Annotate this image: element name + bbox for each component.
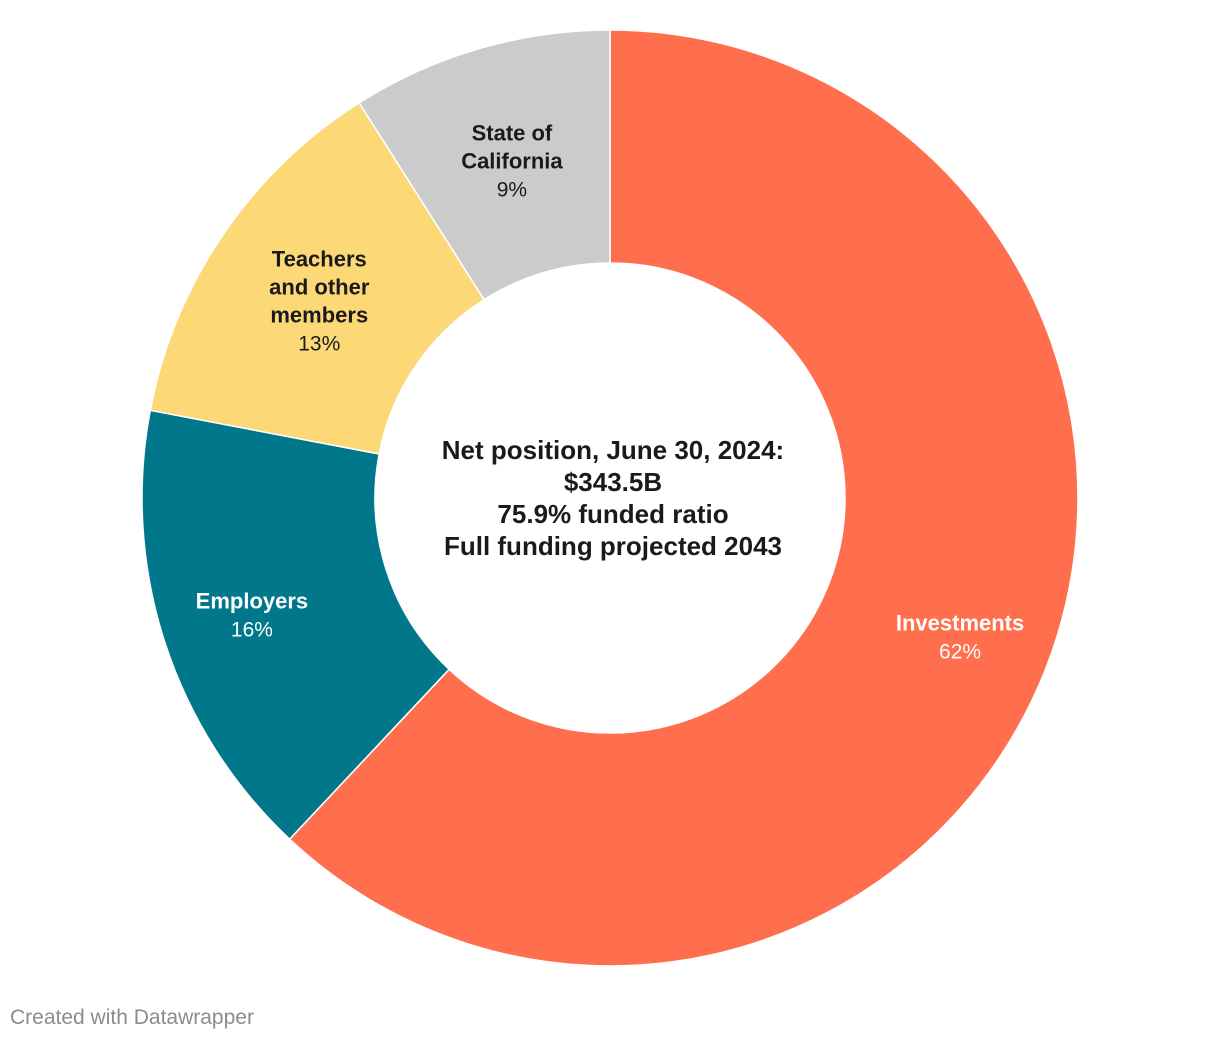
slice-state-of-california: [358, 29, 611, 301]
slices-layer: [141, 29, 1079, 967]
center-text-line: Net position, June 30, 2024:: [442, 435, 784, 465]
slice-label-name: State of: [472, 120, 553, 145]
slice-label-employers: Employers 16%: [196, 588, 309, 641]
slice-label-value: 62%: [939, 641, 981, 664]
slice-label-name: and other: [269, 274, 370, 299]
slice-label-name: California: [461, 148, 563, 173]
slice-label-name: Investments: [896, 611, 1024, 636]
center-text-line: $343.5B: [564, 467, 662, 497]
slice-investments: [288, 29, 1079, 967]
center-text-line: 75.9% funded ratio: [497, 499, 728, 529]
slice-label-name: members: [270, 302, 368, 327]
center-text-block: Net position, June 30, 2024: $343.5B 75.…: [442, 435, 784, 561]
donut-chart: Investments 62% Employers 16% Teachers and ot…: [141, 29, 1079, 967]
center-text-line: Full funding projected 2043: [444, 531, 782, 561]
footer-credit: Created with Datawrapper: [10, 1006, 254, 1029]
slice-employers: [141, 409, 451, 841]
slice-label-name: Employers: [196, 588, 309, 613]
slice-teachers-and-other-members: [149, 101, 486, 455]
slice-label-teachers-and-other-members: Teachers and other members 13%: [269, 246, 370, 355]
slice-label-name: Teachers: [272, 246, 367, 271]
slice-labels-layer: Investments 62% Employers 16% Teachers and ot…: [196, 120, 1025, 663]
slice-label-value: 16%: [231, 618, 273, 641]
slice-label-value: 13%: [298, 332, 340, 355]
slice-label-value: 9%: [497, 178, 527, 201]
slice-label-investments: Investments 62%: [896, 611, 1024, 664]
slice-label-state-of-california: State of California 9%: [461, 120, 563, 201]
